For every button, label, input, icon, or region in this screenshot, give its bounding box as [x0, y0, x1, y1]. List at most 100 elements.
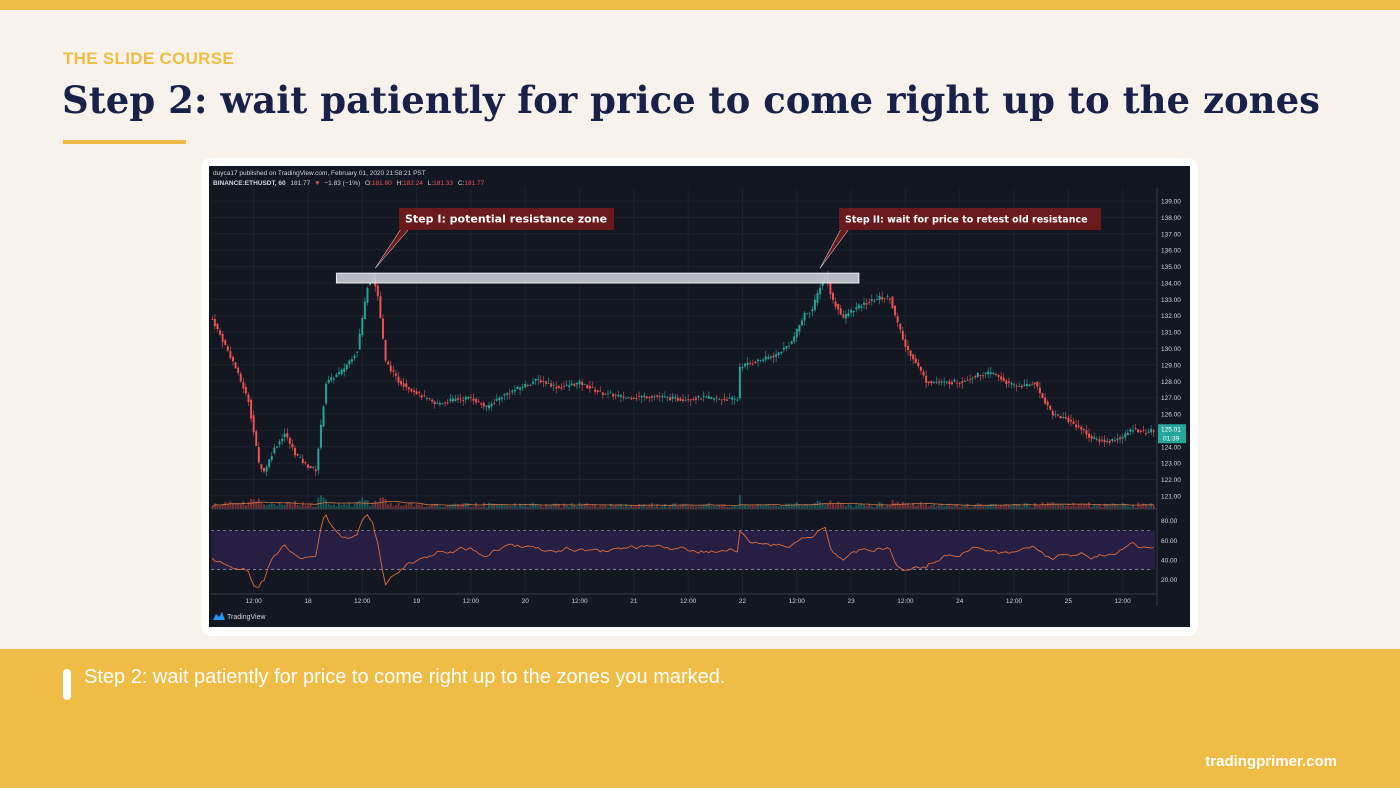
candle-body [400, 380, 403, 385]
volume-bar [1098, 505, 1101, 509]
candle-body [772, 355, 775, 358]
volume-bar [563, 503, 566, 509]
volume-bar [493, 503, 496, 509]
candle-body [700, 398, 703, 400]
candle-body [607, 392, 609, 394]
candle-body [1044, 397, 1047, 404]
candle-body [907, 345, 909, 351]
volume-bar [252, 499, 255, 509]
volume-bar [1069, 506, 1072, 509]
symbol-line: BINANCE:ETHUSDT, 60 181.77 ▼ −1.83 (−1%)… [213, 180, 485, 187]
volume-bar [260, 502, 263, 509]
volume-bar [319, 495, 322, 509]
candle-body [1147, 431, 1150, 433]
candle-body [966, 380, 969, 382]
volume-bar [1144, 504, 1147, 509]
close-value: 181.77 [464, 180, 484, 187]
volume-bar [353, 503, 356, 509]
volume-bar [622, 506, 625, 509]
candle-body [671, 396, 674, 399]
volume-bar [500, 504, 503, 509]
candle-body [806, 313, 809, 315]
candle-body [958, 382, 961, 384]
tradingview-logo: TradingView [213, 612, 266, 621]
volume-bar [865, 505, 868, 509]
candle-body [407, 387, 410, 390]
volume-bar [824, 505, 827, 509]
candle-body [472, 398, 475, 401]
volume-bar [488, 502, 491, 509]
candle-body [948, 381, 951, 385]
volume-bar [601, 505, 604, 509]
candle-body [325, 383, 328, 404]
volume-bar [679, 504, 682, 509]
volume-bar [992, 503, 995, 509]
candle-body [875, 299, 878, 301]
candle-body [281, 438, 284, 442]
time-tick-label: 12:00 [789, 598, 806, 605]
candle-body [979, 374, 982, 376]
slide-title: Step 2: wait patiently for price to come… [62, 78, 1320, 122]
candle-body [454, 398, 457, 401]
candle-body [852, 310, 855, 313]
volume-bar [966, 503, 969, 509]
volume-bar [1057, 504, 1059, 509]
volume-bar [1049, 502, 1052, 509]
candle-body [997, 375, 1000, 377]
candle-body [379, 296, 382, 319]
candle-body [733, 398, 736, 400]
candle-body [446, 402, 449, 404]
volume-bar [583, 503, 586, 509]
candle-body [1028, 384, 1031, 387]
volume-bar [581, 504, 584, 509]
candle-body [503, 393, 506, 396]
candle-body [526, 384, 529, 386]
volume-bar [1046, 502, 1049, 509]
candle-body [1010, 382, 1013, 385]
volume-bar [1013, 504, 1016, 509]
volume-bar [547, 504, 550, 509]
candle-body [457, 398, 459, 400]
time-tick-label: 20 [522, 598, 530, 605]
volume-bar [278, 502, 281, 509]
rsi-line [211, 514, 1154, 588]
candle-body [1080, 426, 1083, 430]
candle-body [638, 395, 641, 397]
volume-bar [930, 504, 933, 509]
volume-bar [788, 503, 791, 509]
candle-body [764, 356, 767, 360]
candle-body [1100, 439, 1103, 441]
volume-bar [1142, 503, 1145, 509]
candle-body [340, 369, 343, 375]
volume-bar [263, 504, 266, 509]
volume-bar [268, 504, 271, 509]
candle-body [850, 310, 853, 313]
volume-bar [1023, 503, 1026, 509]
volume-bar [1064, 505, 1067, 509]
candle-body [1113, 440, 1116, 442]
volume-bar [875, 505, 878, 509]
volume-bar [1152, 504, 1155, 509]
volume-bar [382, 497, 384, 509]
candle-body [402, 383, 405, 387]
volume-bar [976, 503, 979, 509]
candle-body [984, 372, 987, 374]
volume-bar [413, 506, 416, 509]
volume-ma-line [212, 501, 1154, 507]
candle-body [557, 386, 560, 388]
candle-body [870, 299, 873, 302]
candle-body [917, 362, 920, 367]
volume-bar [537, 505, 540, 509]
volume-bar [803, 504, 806, 509]
volume-bar [1111, 503, 1114, 509]
candle-body [335, 374, 338, 378]
candle-body [294, 447, 297, 456]
candle-body [813, 299, 816, 311]
volume-bar [358, 500, 361, 509]
candle-body [751, 363, 754, 365]
candle-body [1005, 380, 1008, 385]
volume-bar [275, 505, 278, 509]
volume-bar [847, 504, 850, 509]
candle-body [1085, 430, 1088, 435]
candle-body [1088, 433, 1091, 438]
